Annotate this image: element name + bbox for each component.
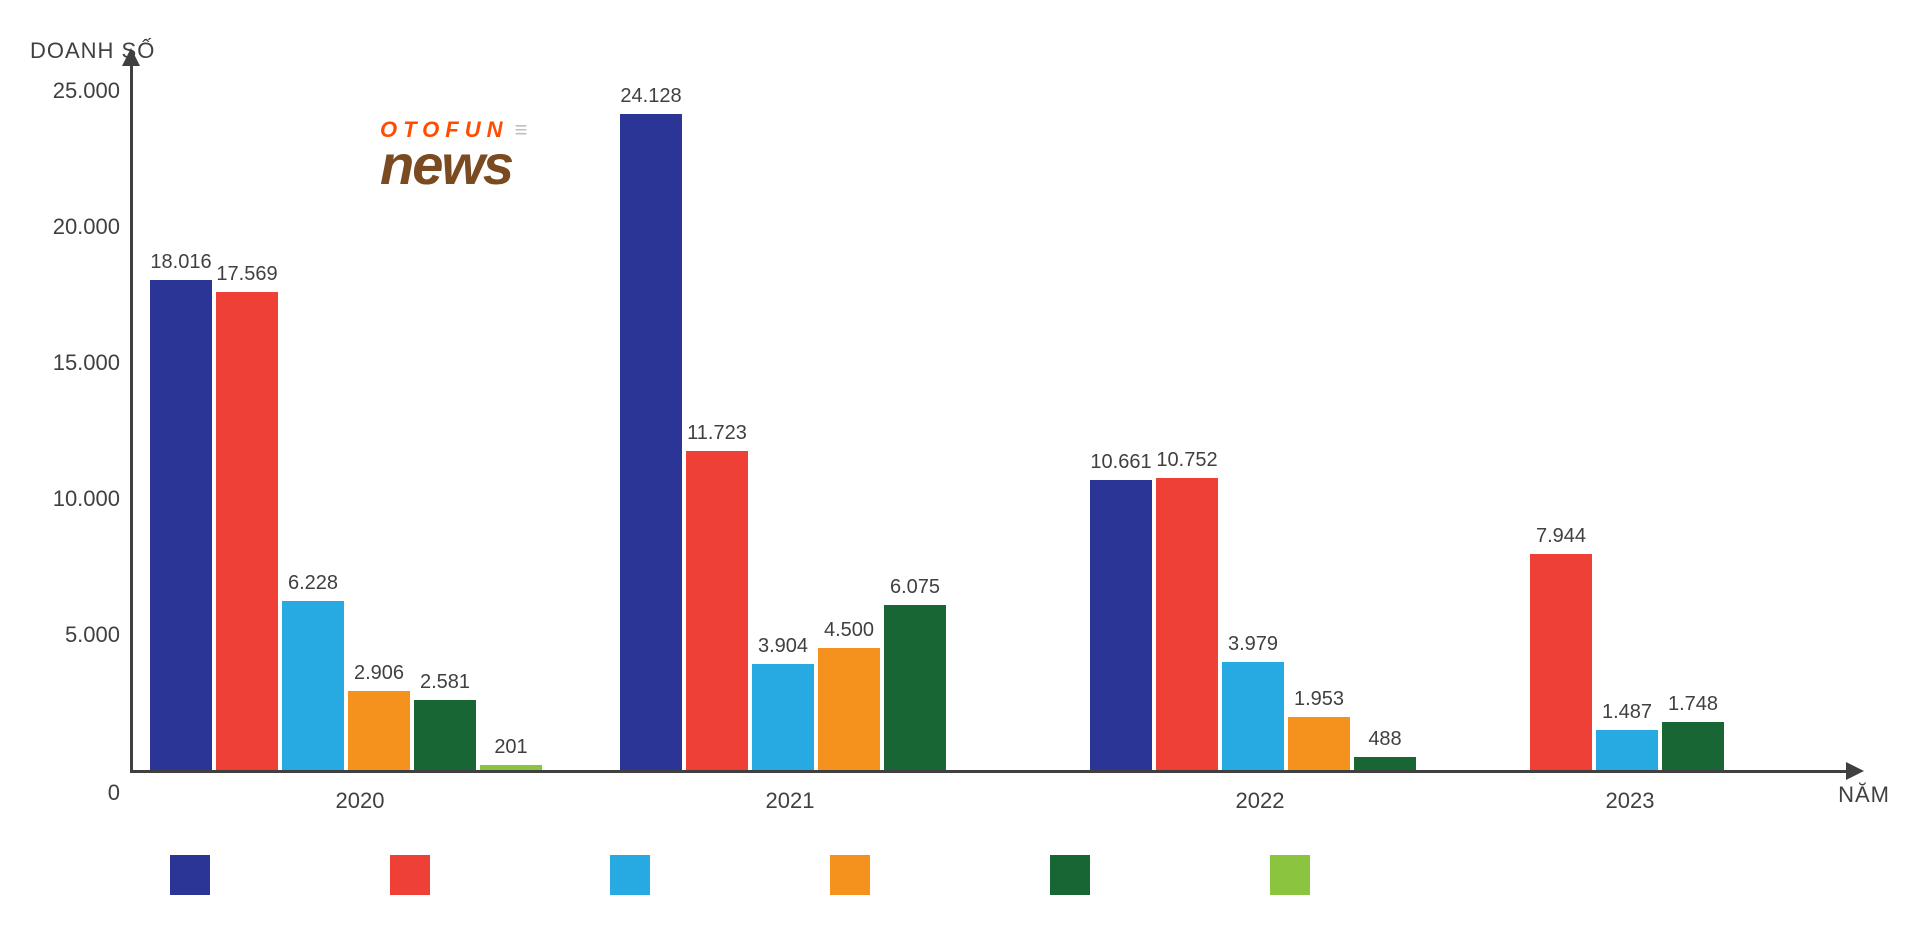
bar-value-label: 6.075 <box>875 576 955 599</box>
logo-bottom-text: news <box>380 140 527 190</box>
legend-swatch-4 <box>1050 855 1090 895</box>
x-axis-arrowhead-icon <box>1846 762 1864 780</box>
bar-group: 24.12811.7233.9044.5006.075 <box>620 90 950 770</box>
y-tick-3: 15.000 <box>30 350 120 376</box>
bar-value-label: 24.128 <box>611 85 691 108</box>
bar <box>150 280 212 770</box>
bar <box>620 114 682 770</box>
legend-swatch-5 <box>1270 855 1310 895</box>
bar <box>686 451 748 770</box>
bar <box>1090 480 1152 770</box>
bar <box>1354 757 1416 770</box>
bar <box>1596 730 1658 770</box>
bar <box>414 700 476 770</box>
bar <box>1288 717 1350 770</box>
bar-value-label: 10.752 <box>1147 449 1227 472</box>
bar-value-label: 4.500 <box>809 619 889 642</box>
bar-value-label: 6.228 <box>273 572 353 595</box>
bar <box>1662 722 1724 770</box>
bar-value-label: 1.748 <box>1653 693 1733 716</box>
bar-group: 10.66110.7523.9791.953488 <box>1090 90 1420 770</box>
y-tick-0: 0 <box>30 780 120 806</box>
bar <box>884 605 946 770</box>
y-tick-4: 20.000 <box>30 214 120 240</box>
x-axis-title: NĂM <box>1838 782 1890 808</box>
y-axis-arrowhead-icon <box>122 48 140 66</box>
bar-group: 7.9441.4871.748 <box>1530 90 1728 770</box>
y-tick-5: 25.000 <box>30 78 120 104</box>
legend-swatch-3 <box>830 855 870 895</box>
legend-swatch-2 <box>610 855 650 895</box>
bar-value-label: 201 <box>471 736 551 759</box>
bar <box>1530 554 1592 770</box>
bar <box>282 601 344 770</box>
sales-bar-chart: DOANH SỐ NĂM 0 5.000 10.000 15.000 20.00… <box>0 0 1920 943</box>
bar <box>818 648 880 770</box>
bar-value-label: 17.569 <box>207 263 287 286</box>
legend <box>170 855 1310 895</box>
bar-value-label: 488 <box>1345 728 1425 751</box>
bar <box>1222 662 1284 770</box>
bar-value-label: 7.944 <box>1521 525 1601 548</box>
x-category-2021: 2021 <box>730 788 850 814</box>
bar <box>752 664 814 770</box>
bar <box>216 292 278 770</box>
bar-value-label: 2.581 <box>405 671 485 694</box>
x-category-2020: 2020 <box>300 788 420 814</box>
x-category-2022: 2022 <box>1200 788 1320 814</box>
y-tick-2: 10.000 <box>30 486 120 512</box>
x-category-2023: 2023 <box>1570 788 1690 814</box>
y-tick-1: 5.000 <box>30 622 120 648</box>
bar-value-label: 1.953 <box>1279 688 1359 711</box>
bar <box>1156 478 1218 770</box>
bar <box>348 691 410 770</box>
bar-value-label: 3.979 <box>1213 633 1293 656</box>
bar-value-label: 11.723 <box>677 422 757 445</box>
legend-swatch-0 <box>170 855 210 895</box>
otofun-news-logo: OTOFUN ≡ news <box>380 120 527 190</box>
bar <box>480 765 542 770</box>
x-axis-line <box>130 770 1850 773</box>
legend-swatch-1 <box>390 855 430 895</box>
